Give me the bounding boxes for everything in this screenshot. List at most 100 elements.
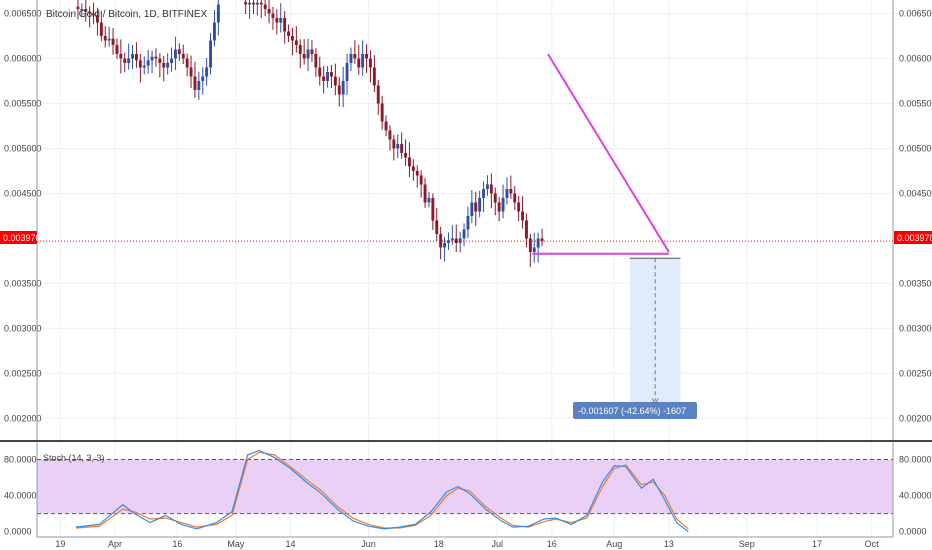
stoch-tick-label-right: 40.0000: [899, 491, 932, 501]
candle-body: [532, 247, 536, 252]
drawing-overlays: [37, 53, 893, 406]
y-tick-label-left: 0.003000: [4, 323, 42, 333]
stochastic-label: Stoch (14, 3, 3): [43, 453, 105, 463]
candle-body: [174, 49, 177, 59]
candle-body: [466, 215, 470, 230]
candle-body: [540, 238, 544, 242]
x-tick-label: 13: [664, 539, 674, 549]
candle-body: [259, 2, 263, 5]
candle-body: [353, 53, 357, 59]
candle-body: [443, 242, 446, 248]
x-tick-label: Aug: [606, 539, 622, 549]
y-tick-label-left: 0.006000: [4, 53, 42, 63]
candle-body: [177, 49, 181, 54]
stoch-tick-label-left: 40.0000: [4, 491, 37, 501]
x-tick-label: 16: [547, 539, 557, 549]
candle-body: [267, 8, 271, 14]
y-tick-label-left: 0.002000: [4, 413, 42, 423]
current-price-badge-right: 0.003970: [894, 231, 932, 244]
candle-body: [415, 170, 419, 176]
candle-body: [380, 103, 384, 122]
grid-lines: [37, 0, 893, 537]
candle-body: [493, 193, 497, 203]
candle-body: [357, 58, 361, 68]
candle-body: [181, 53, 185, 59]
candle-body: [427, 197, 431, 203]
y-tick-label-left: 0.005000: [4, 143, 42, 153]
candle-body: [185, 58, 189, 68]
candle-body: [197, 80, 201, 90]
y-tick-label-right: 0.003500: [899, 278, 932, 288]
resistance-trendline: [547, 53, 670, 253]
x-tick-label: May: [227, 539, 245, 549]
candle-body: [189, 67, 193, 77]
candle-body: [142, 65, 146, 68]
candle-body: [162, 62, 166, 68]
candle-body: [388, 130, 392, 140]
candle-body: [439, 233, 443, 248]
candle-body: [509, 188, 513, 194]
candle-body: [271, 13, 275, 18]
candle-body: [170, 58, 173, 63]
candle-body: [127, 58, 131, 63]
x-tick-label: 16: [172, 539, 182, 549]
y-tick-label-right: 0.005000: [899, 143, 932, 153]
candle-body: [392, 139, 396, 149]
candle-body: [372, 67, 376, 86]
candlestick-series: [76, 0, 544, 268]
stochastic-pane: [37, 449, 893, 533]
candle-body: [314, 53, 318, 68]
candle-body: [263, 4, 267, 9]
y-tick-label-right: 0.004500: [899, 188, 932, 198]
candle-body: [478, 197, 482, 212]
candle-body: [474, 202, 478, 212]
x-tick-label: 19: [55, 539, 65, 549]
y-tick-label-left: 0.006500: [4, 8, 42, 18]
y-tick-label-right: 0.002500: [899, 368, 932, 378]
x-tick-label: 17: [812, 539, 822, 549]
candle-body: [275, 17, 279, 23]
y-tick-label-right: 0.006500: [899, 8, 932, 18]
candle-body: [150, 56, 154, 61]
candle-body: [369, 58, 372, 68]
candle-body: [361, 53, 365, 68]
candle-body: [201, 76, 205, 81]
candle-body: [302, 53, 306, 59]
candle-body: [517, 202, 521, 212]
stoch-tick-label-left: 0.0000: [4, 527, 32, 537]
candle-body: [158, 58, 162, 63]
candle-body: [252, 2, 255, 5]
candle-body: [408, 157, 411, 167]
candle-body: [205, 67, 209, 77]
candle-body: [462, 229, 466, 239]
candle-body: [92, 13, 95, 16]
candle-body: [216, 4, 220, 23]
candle-body: [255, 2, 259, 5]
candle-body: [404, 152, 407, 158]
y-tick-label-left: 0.003500: [4, 278, 42, 288]
candle-body: [505, 188, 509, 198]
x-tick-label: Apr: [108, 539, 122, 549]
candle-body: [435, 220, 439, 234]
candle-body: [103, 35, 107, 41]
candle-body: [525, 220, 528, 239]
candle-body: [310, 49, 314, 54]
candle-body: [337, 85, 341, 95]
candle-body: [384, 121, 388, 131]
candle-body: [88, 11, 92, 14]
current-price-badge-left: 0.003970: [0, 231, 41, 244]
candle-body: [536, 238, 540, 248]
x-tick-label: Jun: [361, 539, 376, 549]
candle-body: [76, 6, 80, 9]
candle-body: [248, 2, 251, 5]
x-tick-label: Jul: [491, 539, 503, 549]
candle-body: [287, 31, 290, 36]
candle-body: [99, 22, 103, 36]
candle-body: [298, 44, 302, 54]
candle-body: [294, 40, 298, 45]
y-tick-label-right: 0.002000: [899, 413, 932, 423]
measure-label[interactable]: -0.001607 (-42.64%) -1607: [573, 402, 697, 419]
candle-body: [345, 62, 349, 81]
